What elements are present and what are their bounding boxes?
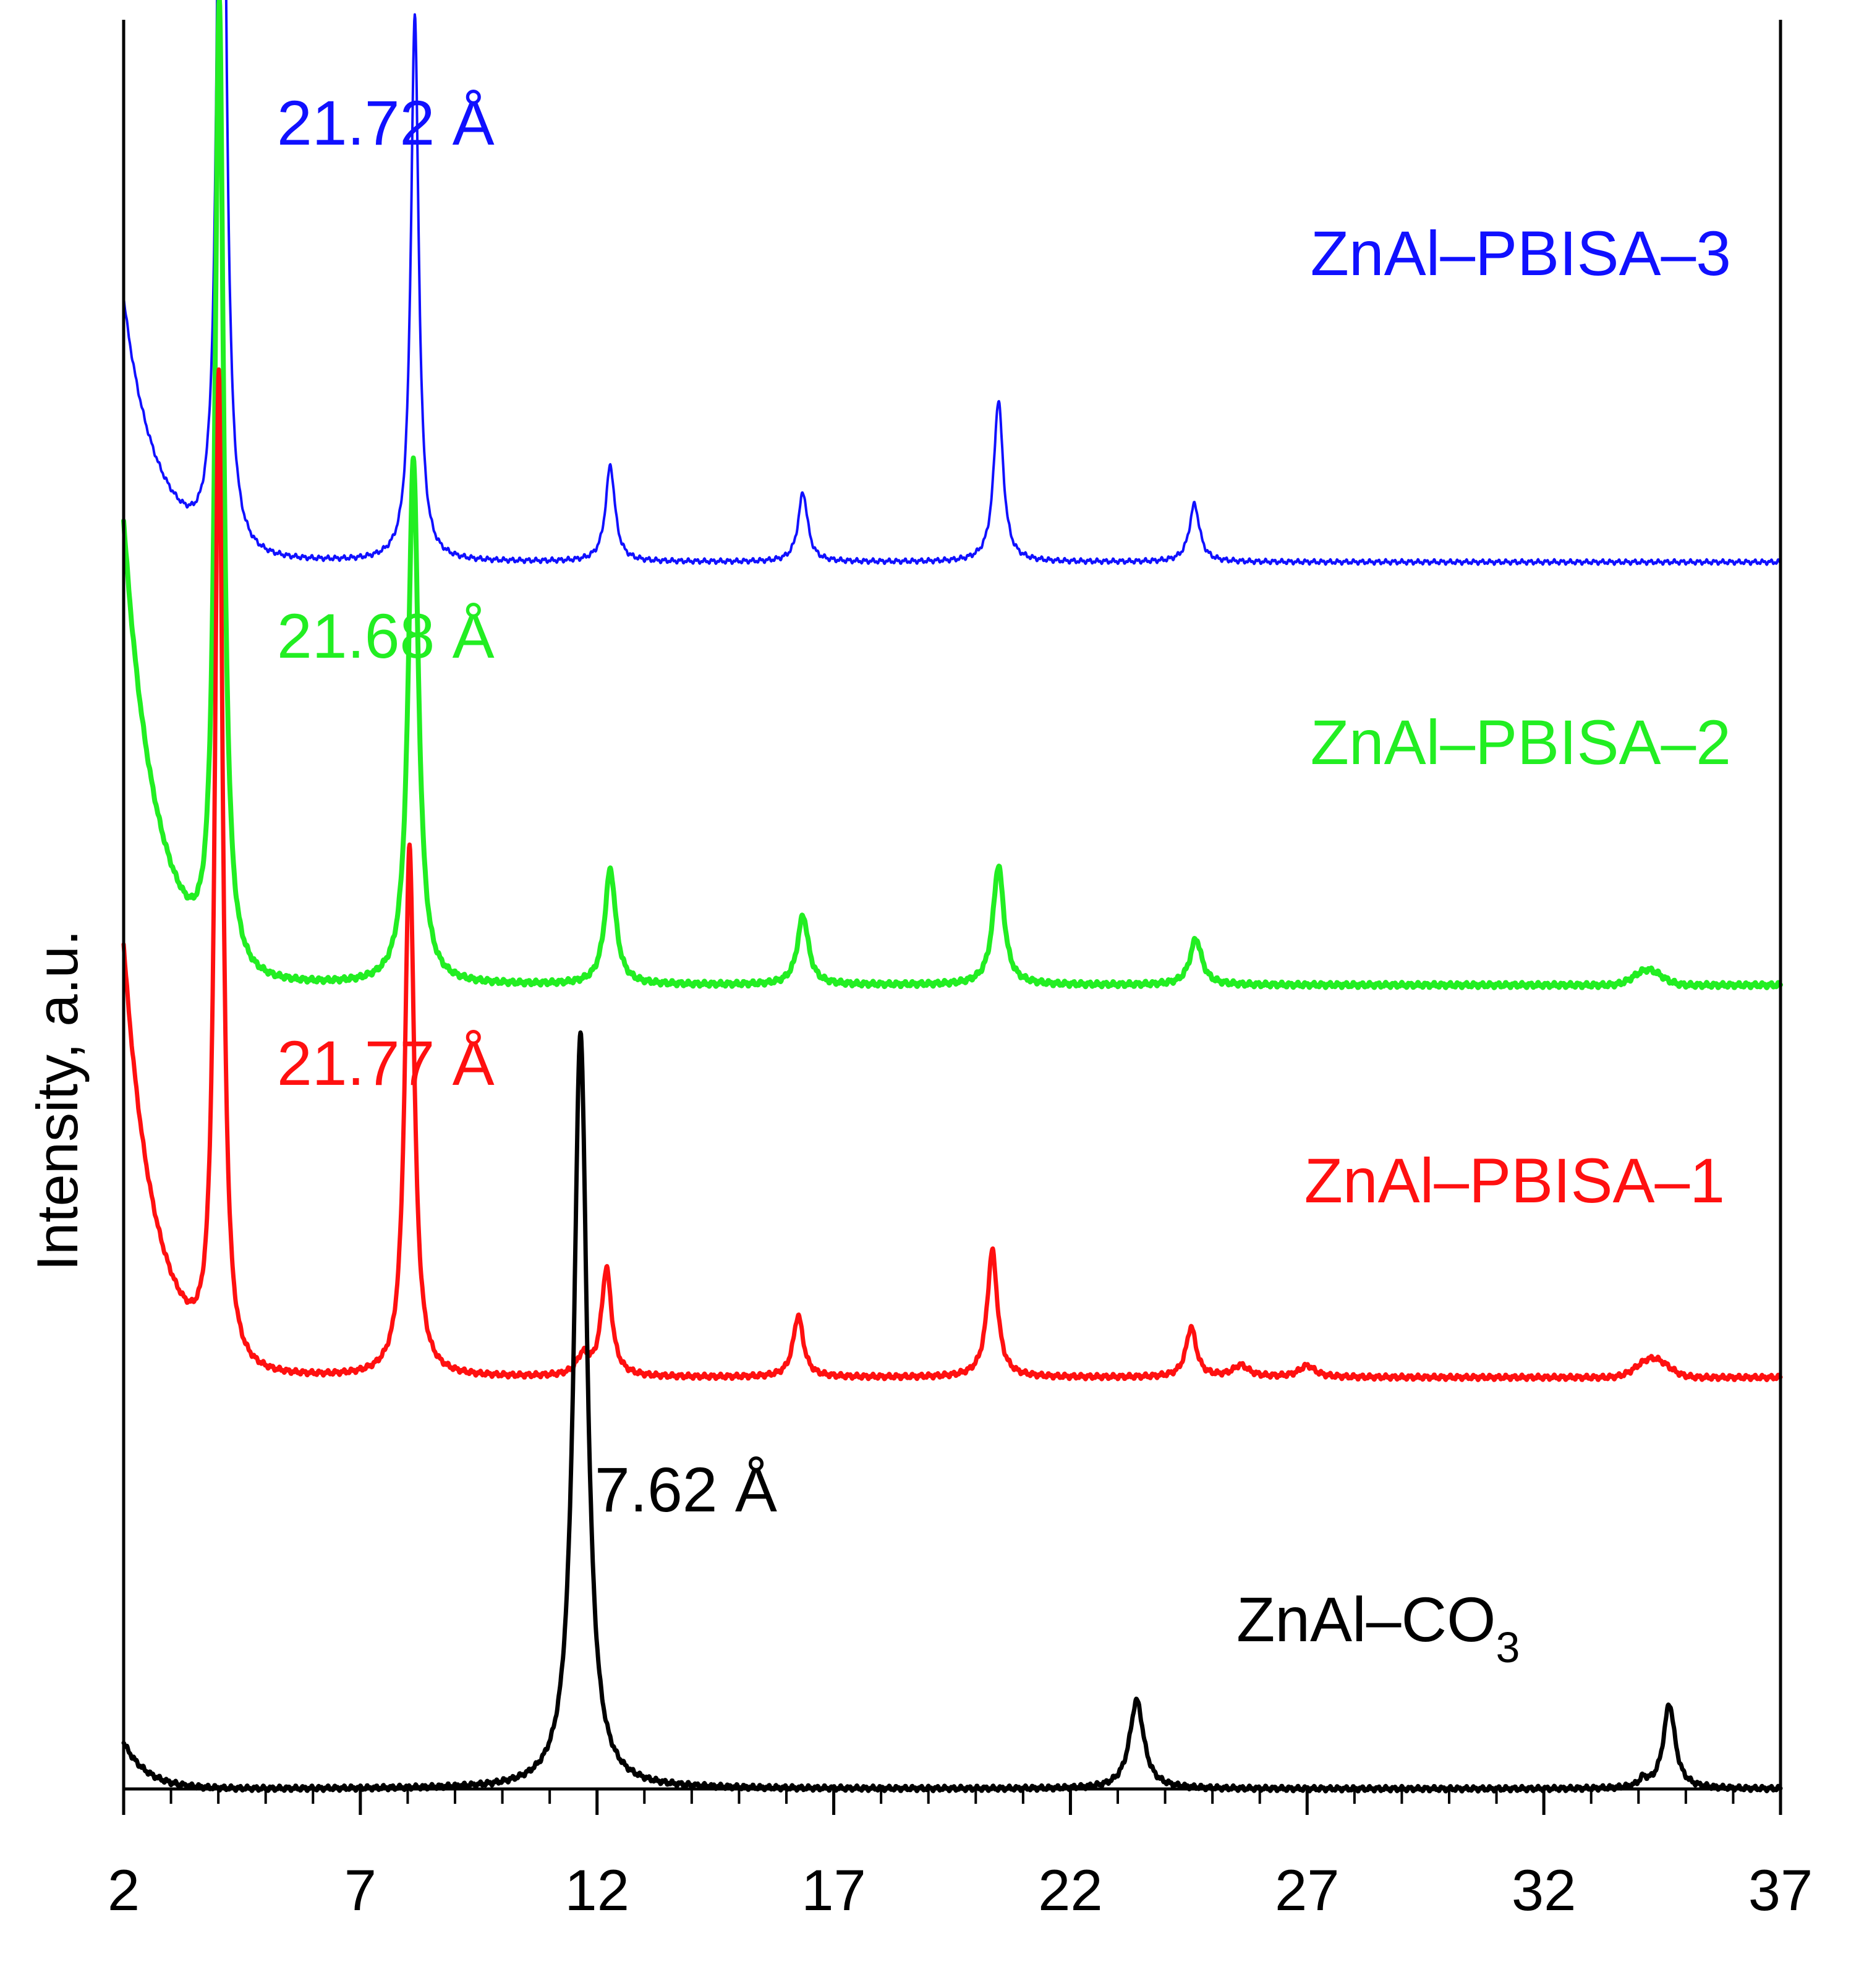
peak-annotation-pbisa3: 21.72 Å [277, 88, 495, 158]
series-label-co3: ZnAl–CO3 [1236, 1584, 1520, 1672]
x-tick-label: 27 [1275, 1858, 1340, 1922]
x-tick-label: 22 [1038, 1858, 1103, 1922]
series-label-co3-subscript: 3 [1496, 1623, 1520, 1672]
series-line-pbisa2 [121, 0, 1783, 990]
x-tick-label: 2 [108, 1858, 140, 1922]
x-tick-labels: 2 7 12 17 22 27 32 37 [108, 1858, 1813, 1922]
x-tick-label: 37 [1748, 1858, 1813, 1922]
plot-frame [122, 20, 1782, 1791]
annotations: 21.72 Å ZnAl–PBISA–3 21.68 Å ZnAl–PBISA–… [277, 88, 1731, 1672]
series-line-pbisa1 [121, 367, 1783, 1382]
series-label-pbisa1: ZnAl–PBISA–1 [1304, 1145, 1725, 1216]
x-tick-label: 17 [801, 1858, 866, 1922]
peak-annotation-co3: 7.62 Å [595, 1455, 777, 1525]
x-tick-label: 12 [564, 1858, 629, 1922]
peak-annotation-pbisa2: 21.68 Å [277, 601, 495, 671]
x-ticks [122, 1789, 1782, 1815]
y-axis-title: Intensity, a.u. [25, 930, 90, 1271]
series-label-co3-main: ZnAl–CO [1236, 1584, 1496, 1655]
x-tick-label: 7 [344, 1858, 377, 1922]
peak-annotation-pbisa1: 21.77 Å [277, 1028, 495, 1098]
x-tick-label: 32 [1512, 1858, 1577, 1922]
series-label-pbisa3: ZnAl–PBISA–3 [1311, 218, 1731, 289]
series-label-pbisa2: ZnAl–PBISA–2 [1311, 707, 1731, 778]
series-line-pbisa3 [122, 0, 1782, 566]
